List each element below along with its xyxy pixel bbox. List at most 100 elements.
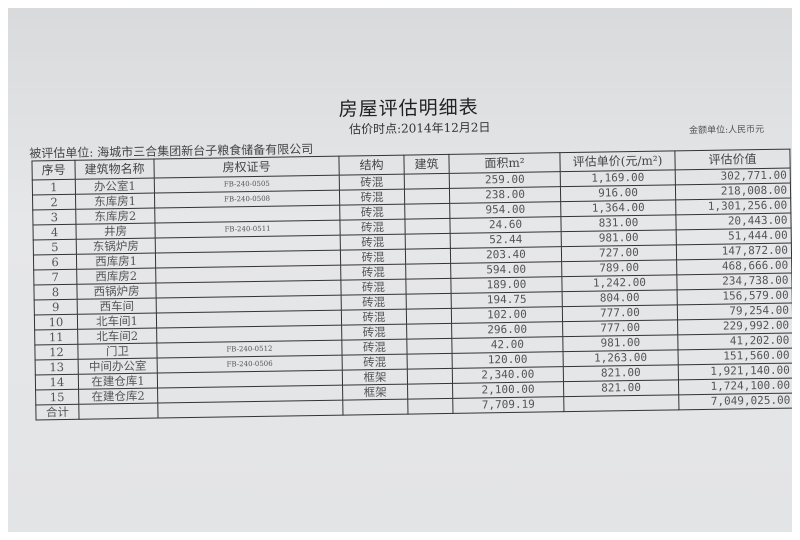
document-photo: 房屋评估明细表 估价时点:2014年12月2日 金额单位:人民币元 被评估单位:… (8, 8, 792, 532)
building-cell (406, 338, 453, 355)
area-cell: 259.00 (449, 171, 561, 189)
header-area: 面积m² (448, 152, 561, 174)
valuation-table: 序号 建筑物名称 房权证号 结构 建筑 面积m² 评估单价(元/m²) 评估价值… (31, 149, 792, 421)
header-building: 建筑 (403, 154, 450, 175)
building-cell (407, 368, 453, 385)
building-cell (405, 263, 451, 280)
building-name-cell: 中间办公室 (78, 358, 158, 375)
row-no-cell: 11 (34, 329, 78, 345)
structure-cell: 砖混 (339, 174, 405, 191)
header-structure: 结构 (338, 155, 405, 176)
empty-cell (342, 399, 408, 416)
header-value: 评估价值 (674, 149, 791, 170)
empty-cell (78, 403, 159, 420)
empty-cell (157, 400, 343, 419)
area-cell: 102.00 (451, 306, 563, 324)
row-no-cell: 8 (33, 284, 78, 300)
value-cell: 20,443.00 (675, 213, 792, 230)
value-cell: 1,301,256.00 (675, 198, 791, 215)
row-no-cell: 13 (35, 359, 79, 375)
value-cell: 234,738.00 (676, 273, 792, 290)
structure-cell: 砖混 (341, 339, 408, 356)
building-cell (404, 173, 450, 190)
row-no-cell: 2 (32, 194, 76, 210)
structure-cell: 砖混 (340, 249, 406, 266)
building-cell (404, 218, 451, 235)
area-cell: 189.00 (450, 276, 563, 294)
building-cell (404, 188, 450, 205)
value-cell: 41,202.00 (677, 333, 792, 350)
row-no-cell: 15 (35, 389, 79, 405)
area-cell: 2,100.00 (452, 381, 564, 399)
building-name-cell: 门卫 (77, 343, 158, 360)
area-cell: 194.75 (451, 291, 563, 309)
value-cell: 218,008.00 (675, 183, 791, 200)
row-no-cell: 14 (35, 374, 79, 390)
area-cell: 954.00 (449, 201, 561, 219)
structure-cell: 框架 (342, 369, 408, 386)
empty-cell (407, 398, 453, 415)
building-name-cell: 西锅炉房 (76, 283, 157, 300)
building-name-cell: 东库房2 (75, 208, 155, 225)
total-area: 7,709.19 (452, 396, 564, 414)
building-name-cell: 西库房2 (76, 268, 156, 285)
value-cell: 1,921,140.00 (678, 363, 792, 380)
header-no: 序号 (31, 160, 76, 180)
building-name-cell: 东库房1 (75, 193, 155, 210)
building-name-cell: 井房 (75, 223, 156, 240)
value-cell: 468,666.00 (676, 258, 792, 275)
building-name-cell: 在建仓库2 (78, 388, 158, 405)
row-no-cell: 6 (33, 254, 77, 270)
structure-cell: 框架 (342, 384, 408, 401)
building-cell (405, 248, 451, 265)
building-cell (406, 308, 452, 325)
row-no-cell: 1 (32, 179, 76, 195)
row-no-cell: 7 (33, 269, 77, 285)
row-no-cell: 9 (34, 299, 78, 315)
building-name-cell: 办公室1 (75, 178, 155, 195)
building-cell (406, 323, 452, 340)
empty-cell (563, 394, 679, 412)
structure-cell: 砖混 (339, 189, 405, 206)
total-value: 7,049,025.00 (678, 393, 792, 410)
building-cell (405, 278, 452, 295)
row-no-cell: 12 (34, 344, 79, 360)
area-cell: 52.44 (450, 231, 562, 249)
building-name-cell: 北车间2 (77, 328, 157, 345)
building-cell (407, 383, 453, 400)
area-cell: 296.00 (451, 321, 563, 339)
value-cell: 302,771.00 (675, 168, 791, 185)
header-building-name: 建筑物名称 (74, 159, 155, 180)
building-cell (404, 203, 450, 220)
area-cell: 2,340.00 (452, 366, 564, 384)
building-name-cell: 北车间1 (77, 313, 157, 330)
area-cell: 594.00 (450, 261, 562, 279)
row-no-cell: 5 (33, 239, 77, 255)
value-cell: 156,579.00 (677, 288, 792, 305)
area-cell: 24.60 (449, 216, 562, 234)
building-name-cell: 在建仓库1 (78, 373, 158, 390)
currency-unit: 金额单位:人民币元 (688, 124, 765, 137)
value-cell: 79,254.00 (677, 303, 792, 320)
document-title: 房屋评估明细表 (338, 96, 479, 121)
building-name-cell: 西库房1 (76, 253, 156, 270)
row-no-cell: 10 (34, 314, 78, 330)
area-cell: 238.00 (449, 186, 561, 204)
valuation-date: 估价时点:2014年12月2日 (348, 120, 491, 137)
structure-cell: 砖混 (340, 264, 406, 281)
building-name-cell: 西车间 (77, 298, 157, 315)
value-cell: 151,560.00 (678, 348, 792, 365)
building-cell (406, 293, 452, 310)
value-cell: 229,992.00 (677, 318, 792, 335)
value-cell: 51,444.00 (676, 228, 792, 245)
header-unit-price: 评估单价(元/m²) (559, 150, 676, 172)
structure-cell: 砖混 (342, 354, 408, 371)
building-cell (405, 233, 451, 250)
structure-cell: 砖混 (341, 294, 407, 311)
structure-cell: 砖混 (341, 309, 407, 326)
value-cell: 147,872.00 (676, 243, 792, 260)
row-no-cell: 4 (32, 224, 77, 240)
total-label: 合计 (35, 404, 80, 420)
structure-cell: 砖混 (339, 219, 406, 236)
structure-cell: 砖混 (340, 234, 406, 251)
